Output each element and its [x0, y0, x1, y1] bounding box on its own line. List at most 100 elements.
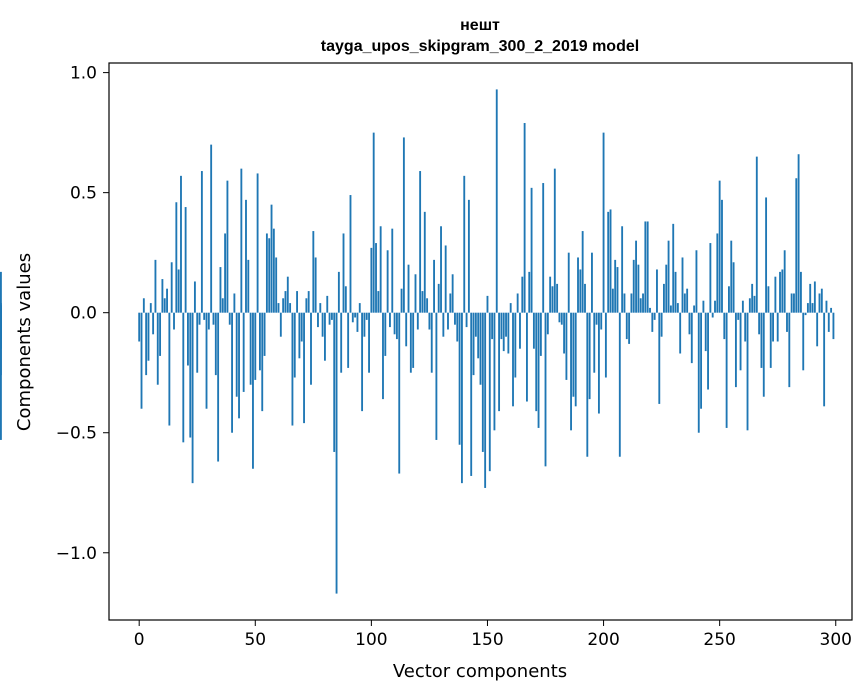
bar	[748, 298, 751, 313]
bar	[409, 312, 412, 373]
bar	[502, 312, 505, 352]
bar	[296, 291, 298, 313]
bar	[560, 312, 563, 325]
bar	[762, 312, 765, 397]
bar	[279, 312, 282, 337]
bar	[326, 295, 329, 313]
bar	[140, 312, 143, 409]
bar	[182, 312, 185, 443]
bar	[303, 312, 305, 424]
bar	[212, 312, 215, 325]
bar	[709, 243, 712, 313]
bar	[310, 312, 312, 385]
bar	[753, 295, 756, 313]
bar	[402, 137, 405, 313]
bar	[395, 312, 398, 340]
bar	[317, 312, 319, 328]
bar	[391, 228, 394, 313]
bar	[593, 312, 596, 373]
bar	[614, 259, 617, 313]
bar	[793, 293, 795, 313]
bar	[444, 245, 447, 313]
bar	[697, 312, 700, 433]
bar	[491, 312, 494, 340]
bar	[637, 264, 640, 313]
bar	[558, 312, 561, 323]
chart-title: нешт	[460, 17, 500, 34]
bar	[175, 202, 178, 313]
bar	[163, 298, 166, 313]
bar	[149, 303, 152, 313]
bar	[384, 312, 387, 356]
bar	[516, 293, 519, 313]
bar	[505, 312, 507, 337]
bar	[611, 288, 614, 313]
bar	[177, 269, 180, 313]
bar	[760, 312, 763, 368]
bar	[486, 295, 489, 313]
bar	[523, 123, 526, 313]
bar	[591, 252, 593, 313]
x-tick-label: 200	[587, 630, 619, 650]
bar	[233, 293, 236, 313]
bar	[207, 312, 210, 330]
bar	[539, 312, 542, 356]
bar	[0, 312, 2, 376]
bar	[607, 211, 610, 313]
bar	[676, 303, 679, 313]
bar	[226, 180, 229, 313]
bar	[718, 180, 721, 313]
bar	[649, 307, 651, 313]
bar	[544, 312, 547, 467]
bar	[214, 312, 217, 376]
bar	[825, 300, 828, 313]
bar	[421, 291, 424, 313]
bar	[532, 312, 535, 349]
bar	[586, 312, 589, 457]
bar	[509, 303, 512, 313]
bar	[275, 257, 278, 313]
bar	[456, 312, 459, 342]
bar	[270, 204, 273, 313]
bar	[704, 312, 707, 352]
bar	[363, 312, 366, 337]
bar	[535, 312, 538, 412]
bar	[797, 154, 800, 313]
bar	[472, 312, 475, 376]
bar	[252, 312, 254, 469]
bar	[470, 312, 473, 476]
bar	[804, 312, 807, 316]
bar	[604, 312, 607, 378]
bar	[263, 312, 266, 356]
bar	[219, 267, 222, 313]
bar	[595, 312, 598, 325]
bar	[365, 312, 368, 320]
bar	[370, 247, 373, 313]
bar	[180, 175, 182, 313]
bar	[328, 312, 331, 325]
bar	[658, 312, 661, 404]
bar	[818, 293, 821, 313]
bar	[152, 312, 155, 335]
y-tick-label: 0.0	[70, 304, 97, 324]
bar	[433, 259, 435, 313]
bar	[790, 293, 793, 313]
bar	[526, 312, 528, 402]
bar	[231, 312, 233, 433]
bar	[447, 312, 449, 330]
x-tick-label: 150	[471, 630, 503, 650]
bar	[570, 312, 572, 431]
bar	[786, 312, 788, 332]
bar	[830, 307, 833, 313]
bar	[779, 271, 781, 313]
bar	[635, 240, 637, 313]
x-tick-label: 100	[355, 630, 387, 650]
bar	[565, 312, 568, 380]
bar	[788, 312, 791, 388]
bar	[217, 312, 220, 462]
y-tick-label: −1.0	[56, 544, 97, 564]
x-axis-ticks: 0 50 100 150 200 250 300	[134, 620, 852, 650]
bar	[481, 312, 484, 452]
bar	[584, 283, 586, 313]
bar	[642, 293, 644, 313]
